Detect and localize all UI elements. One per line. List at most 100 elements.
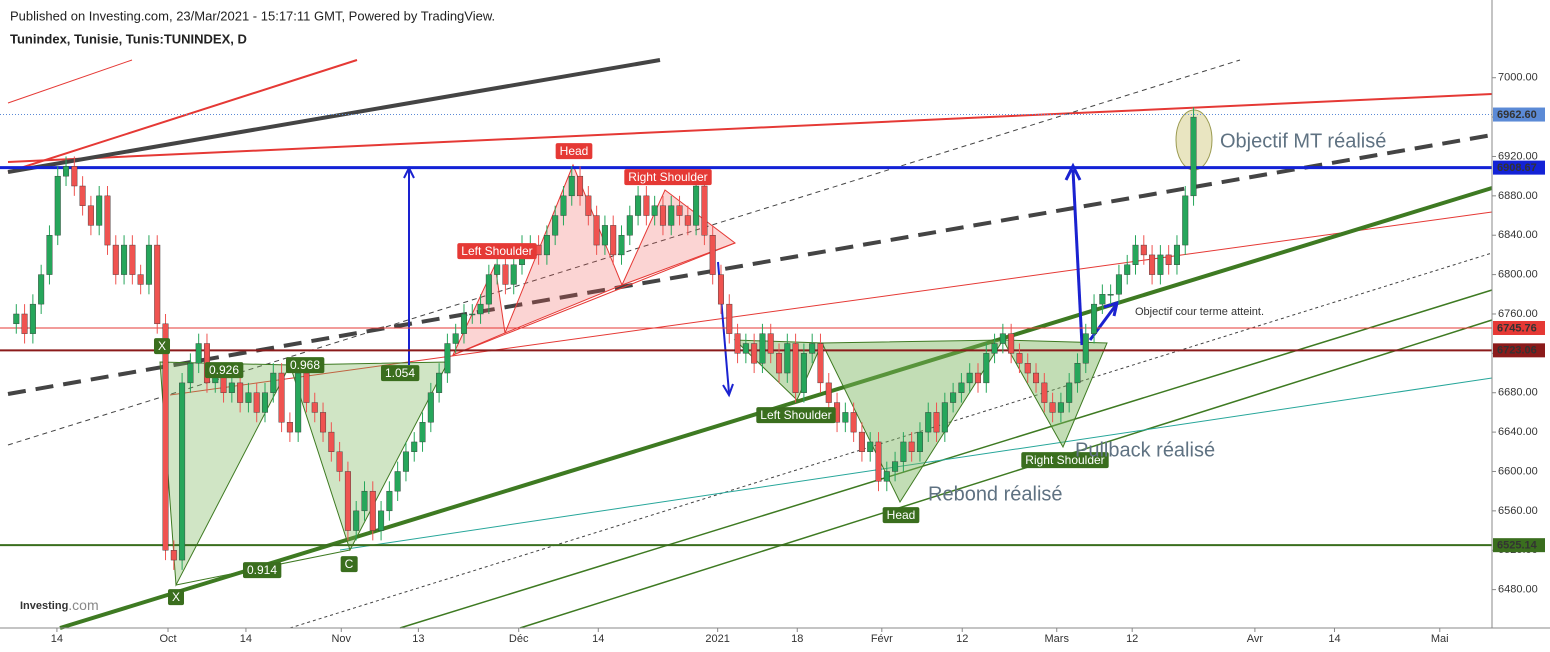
candle-body: [444, 343, 451, 374]
candle-body: [494, 264, 501, 275]
x-tick-label: Mars: [1045, 633, 1070, 645]
candle-body: [1099, 294, 1106, 305]
y-tick-label: 6840.00: [1498, 229, 1538, 241]
pattern-label-bg: [167, 589, 185, 606]
candle-body: [734, 333, 741, 354]
y-tick-label: 6600.00: [1498, 465, 1538, 477]
candle-body: [311, 402, 318, 413]
candle-body: [759, 333, 766, 364]
candle-body: [1157, 254, 1164, 275]
pattern-label-bg: [153, 338, 171, 355]
pattern-label: 0.914: [247, 563, 277, 577]
drawings: [7, 58, 1493, 630]
pattern-label-bg: [380, 365, 420, 382]
candle-body: [427, 392, 434, 423]
level-label: 6745.76: [1497, 322, 1537, 334]
head-shoulders: [821, 339, 1004, 504]
candle-body: [419, 422, 426, 443]
trend-line: [7, 59, 358, 173]
candle-body: [850, 412, 857, 433]
level-label-bg: [1493, 107, 1545, 122]
pattern-label: Left Shoulder: [760, 408, 831, 422]
candle-body: [800, 353, 807, 393]
candle-body: [693, 185, 700, 226]
candle-body: [344, 471, 351, 531]
candle-body: [1074, 362, 1081, 384]
candle-body: [585, 195, 592, 216]
candle-body: [104, 195, 111, 246]
trend-line: [7, 59, 1241, 446]
candle-body: [651, 205, 658, 216]
candle-body: [933, 412, 940, 433]
pattern-label: 0.968: [290, 358, 320, 372]
candle-body: [485, 274, 492, 305]
candle-body: [129, 244, 136, 275]
pattern-label: Left Shoulder: [461, 244, 532, 258]
levels: [0, 114, 1492, 547]
candle-body: [950, 392, 957, 403]
candle-body: [336, 451, 343, 472]
candle-body: [253, 392, 260, 413]
candle-body: [974, 372, 981, 384]
x-tick-label: 14: [592, 633, 604, 645]
x-tick-label: 2021: [705, 633, 729, 645]
candle-body: [1173, 244, 1180, 265]
annotation: Objectif MT réalisé: [1220, 130, 1386, 152]
candle-body: [477, 303, 484, 315]
candle-body: [635, 195, 642, 216]
trend-line: [7, 93, 1493, 163]
x-tick-label: 12: [1126, 633, 1138, 645]
candle-body: [71, 166, 78, 187]
candle-body: [751, 343, 758, 364]
pattern-label-bg: [340, 556, 358, 573]
annotation: Rebond réalisé: [928, 483, 1063, 505]
level-label-bg: [1493, 160, 1545, 175]
candle-body: [237, 382, 244, 403]
candle-body: [328, 431, 335, 452]
candle-body: [262, 392, 269, 413]
candle-body: [626, 215, 633, 236]
x-tick-label: Mai: [1431, 633, 1449, 645]
candle-body: [286, 422, 293, 433]
candle-body: [709, 235, 716, 275]
pattern-label: X: [172, 590, 180, 604]
candle-body: [38, 274, 45, 305]
candle-body: [79, 185, 86, 206]
candle-body: [369, 490, 376, 531]
trend-line: [169, 211, 1493, 396]
x-tick-label: Avr: [1247, 633, 1264, 645]
pattern-label: Head: [887, 508, 916, 522]
candle-body: [1149, 254, 1156, 275]
candle-body: [320, 412, 327, 433]
logo-name: Investing: [20, 600, 68, 612]
candle-body: [386, 490, 393, 512]
candle-body: [353, 510, 360, 531]
pattern-label-bg: [882, 507, 920, 524]
pattern-label-bg: [457, 243, 537, 260]
candle-body: [228, 382, 235, 393]
candle-body: [991, 343, 998, 354]
candle-body: [1041, 382, 1048, 403]
x-tick-label: Déc: [509, 633, 529, 645]
candle-body: [179, 382, 186, 561]
candle-body: [883, 471, 890, 482]
candle-body: [543, 235, 550, 256]
candle-body: [552, 215, 559, 236]
candle-body: [154, 244, 161, 325]
candle-body: [659, 205, 666, 226]
pattern-label: Right Shoulder: [1025, 453, 1104, 467]
x-tick-label: Nov: [331, 633, 351, 645]
candle-body: [436, 372, 443, 393]
candle-body: [560, 195, 567, 216]
trend-line: [7, 59, 133, 104]
candle-body: [892, 461, 899, 472]
candle-body: [145, 244, 152, 285]
pattern-label: X: [158, 339, 166, 353]
logo: Investing.com: [20, 597, 99, 613]
pattern-label-bg: [204, 362, 244, 379]
y-tick-label: 6760.00: [1498, 308, 1538, 320]
level-label: 6723.06: [1497, 345, 1537, 357]
candle-body: [842, 412, 849, 423]
level-label: 6962.60: [1497, 109, 1537, 121]
pattern-label: 0.926: [209, 363, 239, 377]
